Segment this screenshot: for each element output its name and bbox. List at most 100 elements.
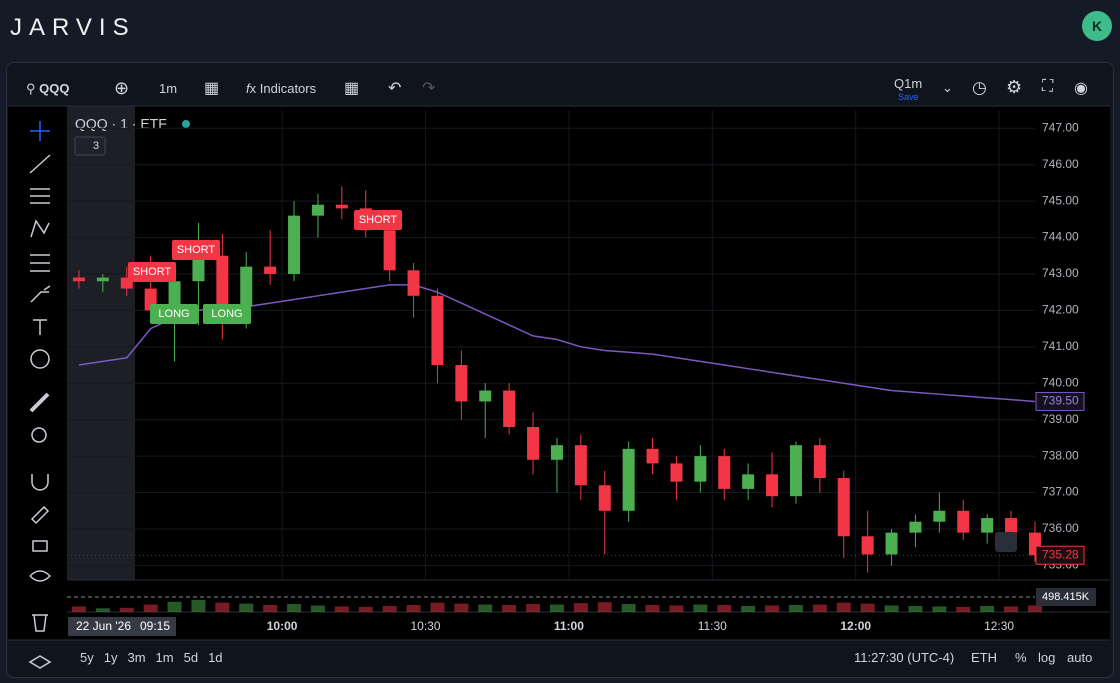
signal-label: SHORT <box>177 244 216 256</box>
indicators-button[interactable]: fx Indicators <box>246 81 317 96</box>
y-tick-label: 738.00 <box>1042 448 1079 462</box>
layout-menu[interactable]: ⌄ <box>942 80 953 95</box>
candle-body <box>837 477 850 537</box>
y-tick-label: 740.00 <box>1042 375 1079 389</box>
candle-body <box>574 445 587 486</box>
last-price-badge <box>1035 545 1085 565</box>
volume-bar <box>1004 606 1019 612</box>
lock-tool[interactable] <box>32 540 48 552</box>
candle-body <box>957 510 970 533</box>
range-button[interactable]: 1m <box>155 650 174 665</box>
pattern-tool[interactable] <box>30 219 50 238</box>
indicator-toggle[interactable] <box>74 136 106 156</box>
redo[interactable]: ↷ <box>422 80 436 97</box>
lock-draw-tool[interactable] <box>30 505 50 525</box>
volume-bar <box>430 602 445 612</box>
settings[interactable]: ⚙ <box>1006 77 1023 97</box>
indicators-label: Indicators <box>259 81 317 96</box>
avatar[interactable]: K <box>1082 11 1112 41</box>
fib-tool[interactable] <box>30 188 50 204</box>
volume-bar <box>573 603 588 612</box>
range-bar: 5y 1y 3m 1m 5d 1d <box>80 650 233 665</box>
y-tick-label: 747.00 <box>1042 120 1079 134</box>
magnet-tool[interactable] <box>31 474 49 491</box>
candle-body <box>933 510 946 522</box>
volume-label: 498.415K <box>1042 591 1090 603</box>
signal-label: LONG <box>211 308 242 320</box>
range-button[interactable]: 1y <box>103 650 118 665</box>
candle-body <box>622 448 635 511</box>
candle-body <box>742 474 755 489</box>
candle-body <box>909 521 922 533</box>
volume-bar <box>908 605 923 612</box>
candle-body <box>120 277 133 289</box>
candle-body <box>455 365 468 402</box>
text-tool[interactable] <box>33 319 47 335</box>
zoom-tool[interactable] <box>31 427 47 443</box>
auto-toggle[interactable]: auto <box>1067 650 1093 665</box>
brush-tool[interactable] <box>30 285 51 303</box>
chart-title: QQQ · 1 · ETF <box>75 116 167 132</box>
volume-bar <box>741 605 756 612</box>
volume-bar <box>526 604 541 612</box>
alerts[interactable]: ◷ <box>972 78 987 97</box>
x-tick-label: 10:00 <box>267 619 298 633</box>
volume-bar <box>788 605 803 612</box>
range-button[interactable]: 3m <box>127 650 146 665</box>
symbol-search[interactable]: ⚲ QQQ <box>26 81 70 96</box>
interval[interactable]: 1m <box>159 81 178 96</box>
volume-bar <box>191 599 206 612</box>
trash-tool[interactable] <box>32 614 48 632</box>
snapshot[interactable]: ◉ <box>1074 80 1088 97</box>
range-button[interactable]: 5d <box>183 650 199 665</box>
signal-badge <box>128 262 176 282</box>
range-button[interactable]: 1d <box>208 650 223 665</box>
volume-bar <box>597 602 612 612</box>
candle-body <box>431 295 444 366</box>
range-button[interactable]: 5y <box>80 650 94 665</box>
candle-body <box>718 456 731 489</box>
volume-bar <box>717 605 732 612</box>
indicator-count: 3 <box>93 140 99 152</box>
undo[interactable]: ↶ <box>388 80 402 97</box>
visibility-tool[interactable] <box>29 570 52 582</box>
volume-bar <box>382 605 397 612</box>
y-tick-label: 745.00 <box>1042 193 1079 207</box>
candle-body <box>789 445 802 497</box>
candle-body <box>1005 518 1018 533</box>
vwap-label: 739.50 <box>1042 394 1079 408</box>
crosshair-tool[interactable] <box>30 121 50 141</box>
projection-tool[interactable] <box>30 254 50 272</box>
candle-body <box>813 445 826 478</box>
layers-tool[interactable] <box>28 655 52 669</box>
clock: 11:27:30 (UTC-4) <box>854 650 955 665</box>
volume-bar <box>932 606 947 612</box>
candle-body <box>861 536 874 555</box>
y-tick-label: 736.00 <box>1042 521 1079 535</box>
chart-type[interactable]: ▦ <box>204 80 220 97</box>
chart-bg <box>8 106 1110 640</box>
symbol: QQQ <box>39 81 70 96</box>
candle-body <box>96 277 109 282</box>
candle-body <box>335 204 348 209</box>
session[interactable]: ETH <box>971 650 997 665</box>
volume-bar <box>215 602 230 612</box>
ruler-tool[interactable] <box>29 392 50 413</box>
percent-toggle[interactable]: % <box>1015 650 1027 665</box>
brand: JARVIS <box>10 14 136 41</box>
layouts[interactable]: ▦ <box>344 80 360 97</box>
volume-bar <box>980 605 995 612</box>
cursor-badge <box>68 617 176 636</box>
save[interactable]: Save <box>898 92 919 102</box>
add-symbol[interactable]: ⊕ <box>114 78 130 98</box>
volume-bar <box>310 605 325 612</box>
layout-name[interactable]: Q1m <box>894 76 923 91</box>
volume-bar <box>71 606 86 612</box>
fullscreen[interactable]: ⛶ <box>1042 78 1054 95</box>
trendline-tool[interactable] <box>29 154 51 174</box>
emoji-tool[interactable] <box>30 349 50 369</box>
log-toggle[interactable]: log <box>1038 650 1056 665</box>
volume-bar <box>812 604 827 612</box>
